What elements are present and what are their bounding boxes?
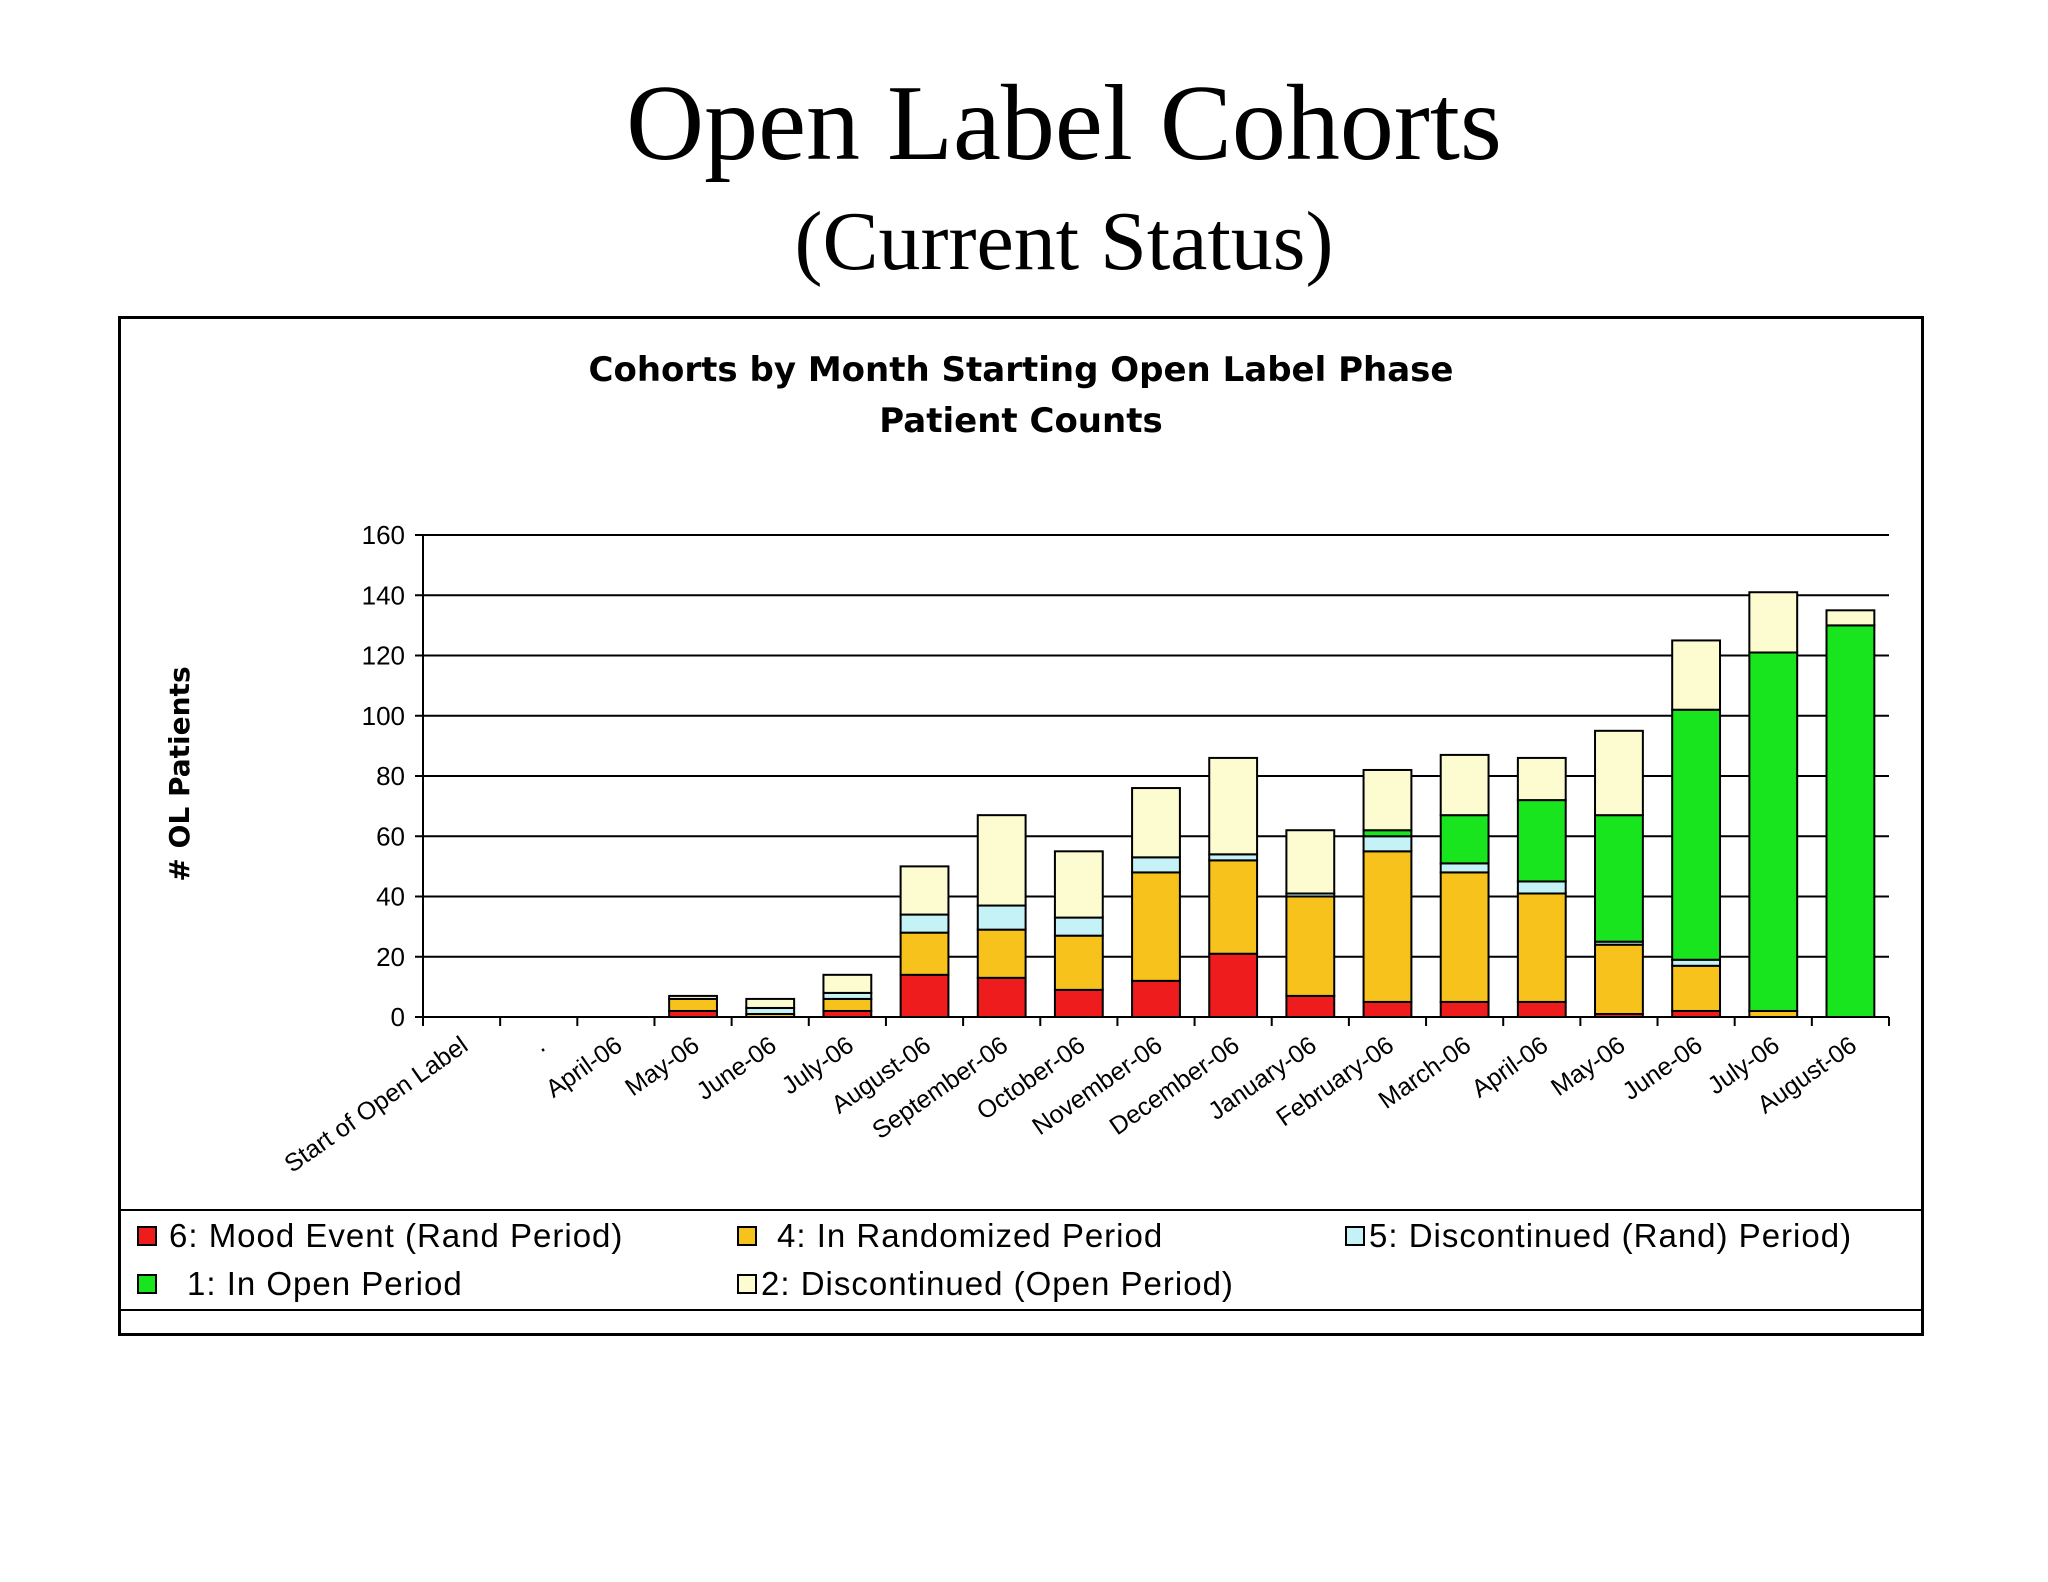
bar-segment (1439, 814, 1490, 865)
legend-swatch-discontinued-open (737, 1274, 757, 1294)
bar-segment (1131, 871, 1181, 982)
bar-segment (1825, 609, 1876, 627)
bar-segment (668, 994, 718, 1000)
x-tick-label: November-06 (1027, 1031, 1167, 1141)
bar-segment (899, 973, 950, 1019)
bar-segment (899, 913, 950, 934)
legend-item-discontinued-rand: 5: Discontinued (Rand) Period) (1345, 1217, 1852, 1255)
x-tick-label: . (528, 1031, 550, 1058)
bar-segment (1285, 994, 1336, 1018)
y-tick-label: 40 (376, 882, 405, 912)
x-tick-label: June-06 (692, 1031, 782, 1106)
bar-segment (1594, 814, 1644, 943)
bar-segment (976, 814, 1027, 907)
bar-segment (1594, 943, 1644, 1015)
bar-segment (1671, 964, 1722, 1012)
bar-segment (1208, 952, 1259, 1018)
chart-svg: Cohorts by Month Starting Open Label Pha… (163, 350, 1890, 1178)
bar-segment (745, 997, 796, 1009)
y-tick-label: 160 (362, 520, 405, 550)
bar-segment (668, 997, 718, 1012)
bar-segment (976, 904, 1027, 931)
bar-segment (1285, 895, 1336, 997)
y-tick-label: 100 (362, 701, 405, 731)
bar-segment (1594, 729, 1644, 817)
legend-item-mood-event: 6: Mood Event (Rand Period) (137, 1217, 623, 1255)
legend-swatch-discontinued-rand (1345, 1226, 1365, 1246)
bar-segment (1516, 1000, 1567, 1018)
y-tick-label: 0 (391, 1002, 405, 1032)
bar-segment (1825, 624, 1876, 1018)
x-tick-label: December-06 (1104, 1031, 1244, 1141)
bar-segment (1748, 651, 1799, 1012)
y-tick-label: 120 (362, 641, 405, 671)
y-tick-labels: 0 20 40 60 80 100 120 140 160 (362, 520, 423, 1032)
chart-subtitle: Patient Counts (879, 401, 1162, 441)
legend-label-open-period: 1: In Open Period (187, 1265, 463, 1302)
legend-label-mood-event: 6: Mood Event (Rand Period) (169, 1217, 624, 1254)
bar-segment (1362, 768, 1413, 832)
bar-segment (1285, 829, 1336, 895)
bar-segment (976, 928, 1027, 979)
legend-label-randomized-period: 4: In Randomized Period (777, 1217, 1164, 1254)
legend-label-discontinued-open: 2: Discontinued (Open Period) (761, 1265, 1234, 1302)
x-tick-label: May-06 (620, 1031, 704, 1102)
legend-swatch-open-period (137, 1274, 157, 1294)
bar-segment (1053, 934, 1104, 991)
bar-segment (1516, 756, 1567, 802)
bar-segment (1439, 753, 1490, 817)
y-tick-label: 20 (376, 942, 405, 972)
x-tick-label: April-06 (541, 1031, 628, 1103)
bar-segment (1053, 916, 1104, 937)
bar-segment (1208, 756, 1259, 856)
bar-segment (976, 976, 1027, 1019)
bar-segment (1516, 892, 1567, 1003)
y-tick-label: 60 (376, 821, 405, 851)
legend-label-discontinued-rand: 5: Discontinued (Rand) Period) (1369, 1217, 1853, 1254)
bar-segment (822, 973, 873, 994)
legend-item-open-period: 1: In Open Period (137, 1265, 463, 1303)
bar-segment (1362, 1000, 1413, 1018)
slide-title: Open Label Cohorts (626, 64, 1502, 183)
bar-segment (1131, 787, 1181, 859)
axes (415, 535, 1890, 1026)
bar-segment (1748, 591, 1799, 654)
bar-segment (1671, 639, 1722, 711)
x-tick-label: May-06 (1546, 1031, 1630, 1102)
x-tick-label: June-06 (1617, 1031, 1707, 1106)
legend-swatch-mood-event (137, 1226, 157, 1246)
bar-segment (822, 997, 873, 1012)
chart-frame: Cohorts by Month Starting Open Label Pha… (118, 316, 1924, 1336)
chart-title: Cohorts by Month Starting Open Label Pha… (589, 350, 1454, 390)
bar-segment (1439, 871, 1490, 1003)
bar-segment (899, 865, 950, 916)
gridlines (423, 534, 1889, 1018)
x-tick-label: April-06 (1467, 1031, 1554, 1103)
slide-subtitle: (Current Status) (794, 195, 1334, 288)
y-axis-label: # OL Patients (163, 666, 196, 881)
legend: 6: Mood Event (Rand Period) 4: In Random… (121, 1209, 1921, 1311)
legend-swatch-randomized-period (737, 1226, 757, 1246)
bar-segment (1516, 799, 1567, 883)
bar-segment (1362, 850, 1413, 1003)
bar-segment (899, 931, 950, 976)
bar-segment (1208, 859, 1259, 955)
x-tick-label: Start of Open Label (279, 1031, 473, 1178)
x-tick-labels: Start of Open Label .April-06May-06June-0… (279, 1031, 1862, 1178)
bar-segment (1439, 862, 1490, 874)
bar-segment (1516, 880, 1567, 895)
bar-segment (1362, 835, 1413, 853)
legend-item-randomized-period: 4: In Randomized Period (737, 1217, 1163, 1255)
legend-item-discontinued-open: 2: Discontinued (Open Period) (737, 1265, 1234, 1303)
bar-segment (1439, 1000, 1490, 1018)
bar-segment (1671, 708, 1722, 961)
y-tick-label: 80 (376, 761, 405, 791)
bar-segment (1053, 988, 1104, 1019)
bars (668, 591, 1876, 1019)
bar-segment (1131, 856, 1181, 874)
bar-segment (1053, 850, 1104, 919)
bar-segment (1131, 979, 1181, 1018)
y-tick-label: 140 (362, 580, 405, 610)
